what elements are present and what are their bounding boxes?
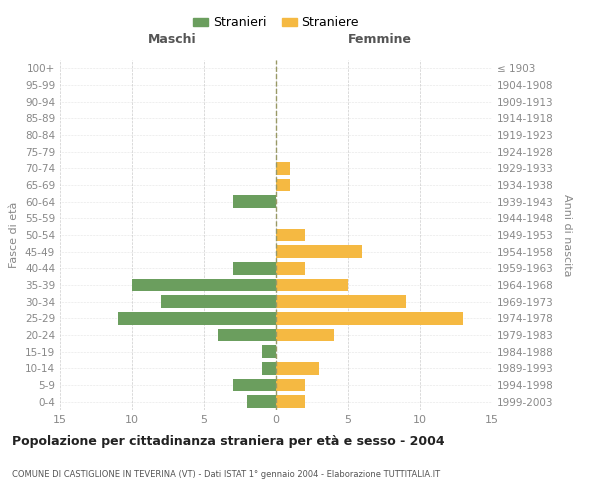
Bar	[247, 396, 276, 408]
Bar	[276, 396, 305, 408]
Text: Femmine: Femmine	[347, 33, 412, 46]
Bar	[276, 229, 305, 241]
Bar	[276, 262, 305, 274]
Bar	[276, 162, 290, 174]
Bar	[262, 362, 276, 374]
Y-axis label: Fasce di età: Fasce di età	[10, 202, 19, 268]
Bar	[276, 379, 305, 391]
Text: Popolazione per cittadinanza straniera per età e sesso - 2004: Popolazione per cittadinanza straniera p…	[12, 435, 445, 448]
Bar	[276, 362, 319, 374]
Legend: Stranieri, Straniere: Stranieri, Straniere	[188, 11, 364, 34]
Bar	[233, 262, 276, 274]
Bar	[276, 246, 362, 258]
Bar	[132, 279, 276, 291]
Bar	[276, 279, 348, 291]
Bar	[276, 312, 463, 324]
Bar	[276, 296, 406, 308]
Bar	[233, 196, 276, 208]
Bar	[161, 296, 276, 308]
Text: COMUNE DI CASTIGLIONE IN TEVERINA (VT) - Dati ISTAT 1° gennaio 2004 - Elaborazio: COMUNE DI CASTIGLIONE IN TEVERINA (VT) -…	[12, 470, 440, 479]
Bar	[276, 329, 334, 341]
Bar	[262, 346, 276, 358]
Bar	[276, 179, 290, 192]
Text: Maschi: Maschi	[148, 33, 197, 46]
Y-axis label: Anni di nascita: Anni di nascita	[562, 194, 572, 276]
Bar	[218, 329, 276, 341]
Bar	[233, 379, 276, 391]
Bar	[118, 312, 276, 324]
